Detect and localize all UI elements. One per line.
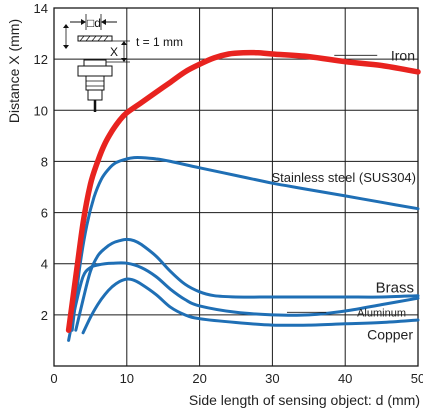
- width-arrowhead-left: [81, 19, 86, 25]
- plot-frame: [53, 7, 419, 367]
- thickness-arrowhead-top: [63, 24, 69, 28]
- series-line-brass: [74, 237, 420, 332]
- y-tick-label: 10: [34, 103, 48, 118]
- brass-label: Brass: [376, 280, 414, 297]
- width-arrowhead-right: [101, 19, 106, 25]
- series-line-copper: [81, 277, 420, 335]
- series-line-iron: [65, 49, 421, 333]
- plate-hatch: [97, 35, 103, 42]
- distance-arrowhead-top: [121, 41, 127, 45]
- sensor-body: [77, 65, 113, 77]
- y-tick-label: 4: [41, 257, 48, 272]
- y-tick-label: 12: [34, 52, 48, 67]
- sensing-plate: [77, 35, 113, 42]
- plate-hatch: [79, 35, 85, 42]
- plate-hatch: [103, 35, 109, 42]
- distance-arrowhead-bottom: [121, 58, 127, 62]
- aluminum-label: Aluminum: [357, 307, 406, 319]
- x-tick-label: 40: [338, 371, 352, 386]
- x-tick-label: 30: [265, 371, 279, 386]
- plate-hatch: [85, 35, 91, 42]
- copper-label: Copper: [367, 327, 413, 343]
- distance-label: X: [110, 45, 118, 59]
- thickness-arrowhead-bottom: [63, 45, 69, 49]
- x-axis-label: Side length of sensing object: d (mm): [189, 392, 420, 408]
- tick-labels: 0 10 20 30 40 50 2 4 6 8 10 12 14: [34, 1, 423, 386]
- sensor-stem: [85, 75, 105, 91]
- series-labels: Iron Stainless steel (SUS304) Brass Aluminu…: [271, 47, 416, 342]
- thickness-label: t = 1 mm: [136, 35, 183, 49]
- stainless-label: Stainless steel (SUS304): [271, 170, 416, 185]
- x-tick-label: 50: [411, 371, 423, 386]
- plot-border: [53, 7, 419, 367]
- x-tick-label: 0: [50, 371, 57, 386]
- plate-hatch: [91, 35, 97, 42]
- series-curves: [65, 49, 421, 342]
- y-tick-label: 6: [41, 206, 48, 221]
- x-tick-label: 20: [192, 371, 206, 386]
- series-line-stainless-steel-sus304: [70, 155, 420, 332]
- y-tick-label: 8: [41, 154, 48, 169]
- y-tick-label: 2: [41, 308, 48, 323]
- y-axis-label: Distance X (mm): [6, 19, 22, 123]
- x-tick-label: 10: [120, 371, 134, 386]
- sensor-nut: [87, 89, 103, 101]
- series-line-aluminum: [67, 261, 420, 342]
- square-d-label: □d: [87, 16, 101, 30]
- iron-label: Iron: [391, 47, 415, 63]
- y-tick-label: 14: [34, 1, 48, 16]
- sensing-diagram: □d t = 1 mm X: [63, 14, 183, 112]
